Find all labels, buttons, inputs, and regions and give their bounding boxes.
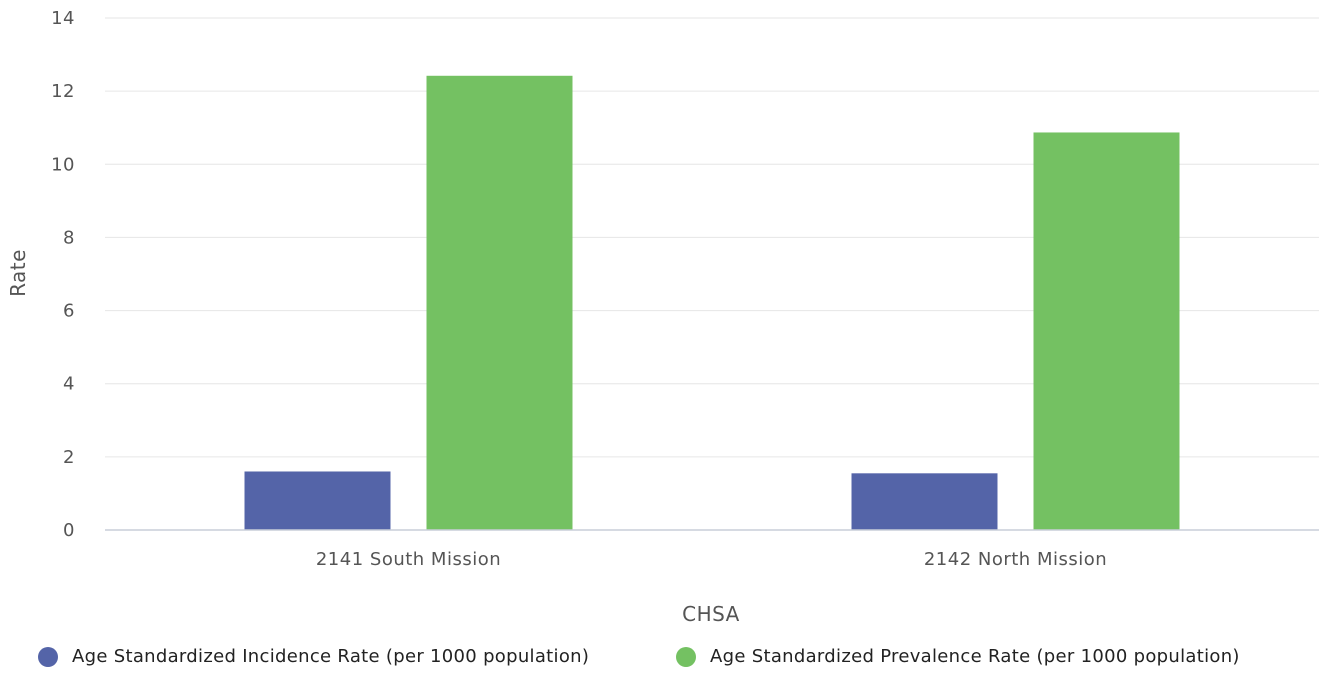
y-tick-label: 4 xyxy=(63,374,75,395)
bar-prevalence-2[interactable] xyxy=(1033,132,1180,530)
legend-item-prevalence[interactable]: Age Standardized Prevalence Rate (per 10… xyxy=(676,646,1240,667)
bar-prevalence-1[interactable] xyxy=(426,75,573,530)
x-axis-ticks: 2141 South Mission 2142 North Mission xyxy=(316,549,1107,570)
legend: Age Standardized Incidence Rate (per 100… xyxy=(0,646,1319,676)
y-axis-title: Rate xyxy=(6,249,30,297)
bar-incidence-1[interactable] xyxy=(244,471,391,530)
legend-item-incidence[interactable]: Age Standardized Incidence Rate (per 100… xyxy=(38,646,589,667)
y-tick-label: 12 xyxy=(51,81,75,102)
x-tick-label: 2141 South Mission xyxy=(316,549,501,570)
legend-marker-prevalence xyxy=(676,646,696,667)
x-tick-label: 2142 North Mission xyxy=(924,549,1107,570)
legend-marker-incidence xyxy=(38,646,58,667)
y-tick-label: 8 xyxy=(63,227,75,248)
y-axis-ticks: 0 2 4 6 8 10 12 14 xyxy=(51,8,75,541)
bar-incidence-2[interactable] xyxy=(851,473,998,530)
legend-label-incidence: Age Standardized Incidence Rate (per 100… xyxy=(72,646,590,667)
x-axis-title: CHSA xyxy=(682,602,740,626)
y-tick-label: 2 xyxy=(63,447,75,468)
bar-chart: 0 2 4 6 8 10 12 14 2141 South Mission 2142 North… xyxy=(6,8,1319,626)
bars xyxy=(244,75,1180,530)
gridlines xyxy=(105,17,1319,458)
legend-label-prevalence: Age Standardized Prevalence Rate (per 10… xyxy=(710,646,1240,667)
y-tick-label: 10 xyxy=(51,154,75,175)
y-tick-label: 14 xyxy=(51,8,75,29)
y-tick-label: 6 xyxy=(63,301,75,322)
y-tick-label: 0 xyxy=(63,520,75,541)
